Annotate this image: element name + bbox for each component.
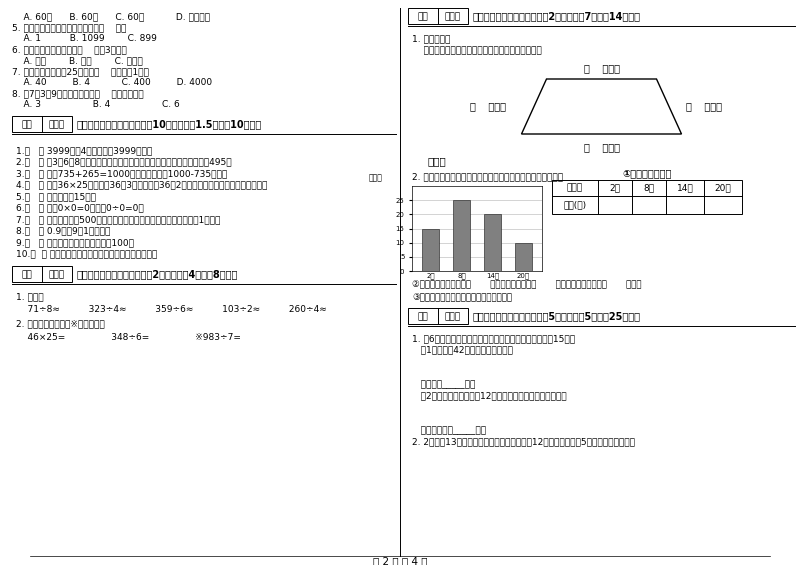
Bar (552, 180, 742, 214)
Text: 评卷人: 评卷人 (445, 312, 461, 321)
Text: 9.（   ） 两个面积单位之间的进率是100。: 9.（ ） 两个面积单位之间的进率是100。 (16, 238, 134, 247)
Text: ②这一天的最高气温是（       ）度，最低气温是（       ）度，平均气温大约（       ）度。: ②这一天的最高气温是（ ）度，最低气温是（ ）度，平均气温大约（ ）度。 (412, 279, 642, 288)
Text: 14时: 14时 (677, 184, 694, 193)
Bar (408, 8, 468, 24)
Bar (12, 266, 72, 282)
Text: 1. 估算。: 1. 估算。 (16, 292, 44, 301)
Text: 周长：: 周长： (428, 156, 446, 166)
Text: 第 2 页 共 4 页: 第 2 页 共 4 页 (373, 556, 427, 565)
Text: 五、认真思考，综合能力（制2小题，每题7分，入14分）。: 五、认真思考，综合能力（制2小题，每题7分，入14分）。 (473, 11, 641, 21)
Text: 7.（   ） 小明家离学校500米，他每天上学、回家，一个来回一共要走1千米。: 7.（ ） 小明家离学校500米，他每天上学、回家，一个来回一共要走1千米。 (16, 215, 220, 224)
Text: 4.（   ） 计算36×25时，先把36和3相乘，再把36和2相乘，最后把两次乘积的结果相加。: 4.（ ） 计算36×25时，先把36和3相乘，再把36和2相乘，最后把两次乘积… (16, 180, 267, 189)
Text: 得分: 得分 (22, 120, 32, 129)
Text: ③实际算一算，这天的平均气温是多少度？: ③实际算一算，这天的平均气温是多少度？ (412, 292, 512, 301)
Bar (515, 242, 532, 271)
Text: 8.（   ） 0.9里有9个1分之一。: 8.（ ） 0.9里有9个1分之一。 (16, 227, 110, 236)
Y-axis label: （度）: （度） (369, 173, 382, 182)
Text: 评卷人: 评卷人 (445, 12, 461, 21)
Text: 5.（   ） 李老师身高15米。: 5.（ ） 李老师身高15米。 (16, 192, 96, 201)
Text: 2. 2位老师13位学生去游乐园玩，成人票每张12元，学生票每张5元，一共要多少錢？: 2. 2位老师13位学生去游乐园玩，成人票每张12元，学生票每张5元，一共要多少… (412, 437, 635, 446)
Text: 2. 列竖式计算。（带※的要验算）: 2. 列竖式计算。（带※的要验算） (16, 319, 105, 328)
Text: 评卷人: 评卷人 (49, 271, 65, 280)
Text: 1. 杇6个座位的森林音乐厅将举行音乐会，每张票售价是15元。: 1. 杇6个座位的森林音乐厅将举行音乐会，每张票售价是15元。 (412, 334, 575, 343)
Text: 1.（   ） 3999克与4千克相比，3999克重。: 1.（ ） 3999克与4千克相比，3999克重。 (16, 146, 152, 155)
Bar (453, 200, 470, 271)
Text: 六、活用知识，解决问题（制5小题，每题5分，入25分）。: 六、活用知识，解决问题（制5小题，每题5分，入25分）。 (473, 311, 641, 321)
Text: 得分: 得分 (418, 12, 428, 21)
Text: 71÷8≈          323÷4≈          359÷6≈          103÷2≈          260÷4≈: 71÷8≈ 323÷4≈ 359÷6≈ 103÷2≈ 260÷4≈ (16, 305, 326, 314)
Text: A. 3                  B. 4                  C. 6: A. 3 B. 4 C. 6 (12, 100, 180, 109)
Text: （    ）毫米: （ ）毫米 (583, 63, 619, 73)
Text: A. 40         B. 4           C. 400         D. 4000: A. 40 B. 4 C. 400 D. 4000 (12, 78, 212, 87)
Text: 1. 动手操作。: 1. 动手操作。 (412, 34, 450, 43)
Text: 46×25=                348÷6=                ※983÷7=: 46×25= 348÷6= ※983÷7= (16, 333, 241, 342)
Text: 三、仔细推敲，正确判断（共10小题，每题1.5分，入10分）。: 三、仔细推敲，正确判断（共10小题，每题1.5分，入10分）。 (77, 119, 262, 129)
Text: 6. 按农历计算，有的年份（    ）有3个月。: 6. 按农历计算，有的年份（ ）有3个月。 (12, 45, 126, 54)
Text: 2时: 2时 (610, 184, 621, 193)
Text: 7. 平均每个同学体重25千克，（    ）名同学1吚。: 7. 平均每个同学体重25千克，（ ）名同学1吚。 (12, 67, 149, 76)
Text: A. 60秒      B. 60分      C. 60时           D. 无法确定: A. 60秒 B. 60分 C. 60时 D. 无法确定 (12, 12, 210, 21)
Bar (484, 214, 501, 271)
Text: 量出每条边的长度，以毫米为单位，并计算周长。: 量出每条边的长度，以毫米为单位，并计算周长。 (412, 46, 542, 55)
Text: 2. 下面是气温自测仪上记录的某天四个不同时间的气温情况：: 2. 下面是气温自测仪上记录的某天四个不同时间的气温情况： (412, 172, 563, 181)
Text: 3.（   ） 根据735+265=1000，可以直接写出1000-735的差。: 3.（ ） 根据735+265=1000，可以直接写出1000-735的差。 (16, 169, 227, 178)
Bar (12, 116, 72, 132)
Text: 10.（  ） 所有的大月都是单月，所有的小月都是双月。: 10.（ ） 所有的大月都是单月，所有的小月都是双月。 (16, 250, 158, 259)
Text: 气温(度): 气温(度) (563, 201, 586, 210)
Text: 8时: 8时 (643, 184, 654, 193)
Text: 得分: 得分 (418, 312, 428, 321)
Text: 答：可以收款_____元。: 答：可以收款_____元。 (412, 426, 486, 435)
Text: A. 一定        B. 可能        C. 不可能: A. 一定 B. 可能 C. 不可能 (12, 56, 142, 65)
Text: （    ）毫米: （ ）毫米 (686, 102, 722, 111)
Text: 时　间: 时 间 (567, 184, 583, 193)
Bar (422, 228, 439, 271)
Text: 5. 最小三位数和最大三位数的和是（    ）。: 5. 最小三位数和最大三位数的和是（ ）。 (12, 23, 126, 32)
Bar (408, 308, 468, 324)
Text: 20时: 20时 (714, 184, 731, 193)
Text: 2.（   ） 用3、6、8这三个数字组成的最大三位数与最小三位数，它们相差495。: 2.（ ） 用3、6、8这三个数字组成的最大三位数与最小三位数，它们相差495。 (16, 158, 232, 167)
Text: 得分: 得分 (22, 271, 32, 280)
Text: （2）把剩余的票按每张12元全部售出，可以收款多少元？: （2）把剩余的票按每张12元全部售出，可以收款多少元？ (412, 392, 566, 401)
Text: A. 1          B. 1099        C. 899: A. 1 B. 1099 C. 899 (12, 34, 157, 43)
Text: 答：收款_____元。: 答：收款_____元。 (412, 380, 475, 389)
Text: 6.（   ） 因为0×0=0，所以0÷0=0。: 6.（ ） 因为0×0=0，所以0÷0=0。 (16, 203, 144, 212)
Text: （    ）毫米: （ ）毫米 (583, 142, 619, 152)
Text: （    ）毫米: （ ）毫米 (470, 102, 506, 111)
Text: （1）已售出42张票，收款多少元？: （1）已售出42张票，收款多少元？ (412, 346, 513, 354)
Text: 四、看清题目，细心计算（制2小题，每题4分，兤8分）。: 四、看清题目，细心计算（制2小题，每题4分，兤8分）。 (77, 269, 238, 279)
Text: 评卷人: 评卷人 (49, 120, 65, 129)
Text: ①根据统计图填表: ①根据统计图填表 (622, 168, 672, 178)
Text: 8. 用7、3、9三个数字可组成（    ）个三位数。: 8. 用7、3、9三个数字可组成（ ）个三位数。 (12, 89, 144, 98)
